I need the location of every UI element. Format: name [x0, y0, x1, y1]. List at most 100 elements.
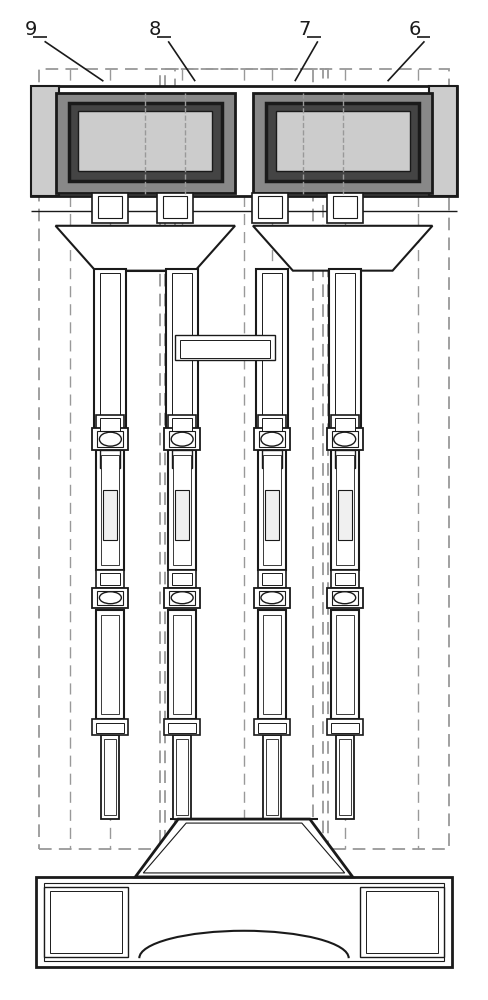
Text: 6: 6 [408, 20, 421, 39]
Bar [43, 883, 445, 961]
Bar [253, 93, 432, 193]
Bar [104, 739, 116, 815]
Ellipse shape [100, 432, 122, 446]
Ellipse shape [261, 432, 283, 446]
Bar [258, 610, 286, 719]
Bar [97, 723, 124, 733]
Ellipse shape [334, 432, 356, 446]
Bar [175, 490, 189, 540]
Bar [258, 570, 286, 588]
Bar [256, 269, 288, 428]
Bar [313, 69, 449, 849]
Bar [332, 591, 358, 605]
Bar [172, 418, 192, 433]
Bar [335, 573, 355, 585]
Bar [333, 196, 357, 218]
Bar [163, 196, 187, 218]
Bar [276, 111, 409, 171]
Bar [336, 615, 354, 714]
Bar [338, 490, 352, 540]
Bar [97, 570, 124, 588]
Bar [97, 450, 124, 570]
Bar [331, 723, 359, 733]
Bar [366, 891, 438, 953]
Bar [360, 887, 445, 957]
Bar [332, 431, 358, 447]
Bar [327, 428, 363, 450]
Bar [335, 450, 355, 468]
Bar [173, 615, 191, 714]
Polygon shape [143, 823, 345, 873]
Bar [165, 69, 328, 849]
Bar [169, 591, 195, 605]
Bar [101, 450, 121, 468]
Bar [258, 723, 286, 733]
Ellipse shape [171, 432, 193, 446]
Bar [157, 193, 193, 223]
Bar [160, 69, 323, 849]
Bar [262, 273, 282, 424]
Bar [331, 450, 359, 570]
Bar [258, 450, 286, 570]
Bar [101, 573, 121, 585]
Bar [39, 69, 175, 849]
Bar [254, 719, 290, 735]
Bar [92, 588, 128, 608]
Bar [180, 340, 270, 358]
Bar [262, 573, 282, 585]
Bar [266, 103, 420, 181]
Bar [173, 735, 191, 819]
Bar [168, 610, 196, 719]
Ellipse shape [334, 592, 356, 604]
Bar [169, 431, 195, 447]
Bar [102, 735, 120, 819]
Bar [259, 591, 285, 605]
Bar [254, 428, 290, 450]
Bar [259, 431, 285, 447]
Bar [172, 273, 192, 424]
Bar [94, 269, 126, 428]
Ellipse shape [100, 592, 122, 604]
Bar [262, 450, 282, 468]
Bar [263, 455, 281, 565]
Bar [331, 415, 359, 435]
Bar [50, 891, 122, 953]
Bar [331, 570, 359, 588]
Bar [101, 273, 121, 424]
Bar [175, 335, 275, 360]
Bar [327, 719, 363, 735]
Bar [31, 86, 59, 196]
Text: 9: 9 [24, 20, 37, 39]
Text: 8: 8 [149, 20, 162, 39]
Bar [92, 428, 128, 450]
Bar [36, 877, 452, 967]
Bar [99, 196, 122, 218]
Polygon shape [253, 226, 432, 271]
Bar [258, 415, 286, 435]
Bar [168, 450, 196, 570]
Bar [43, 887, 128, 957]
Bar [327, 193, 363, 223]
Bar [92, 193, 128, 223]
Bar [101, 418, 121, 433]
Ellipse shape [171, 592, 193, 604]
Bar [336, 735, 354, 819]
Bar [97, 610, 124, 719]
Bar [102, 455, 120, 565]
Bar [263, 615, 281, 714]
Bar [168, 415, 196, 435]
Bar [173, 455, 191, 565]
Polygon shape [56, 226, 235, 271]
Bar [336, 455, 354, 565]
Bar [265, 490, 279, 540]
Bar [164, 588, 200, 608]
Bar [92, 719, 128, 735]
Bar [429, 86, 457, 196]
Bar [266, 739, 278, 815]
Bar [164, 719, 200, 735]
Bar [164, 428, 200, 450]
Bar [97, 415, 124, 435]
Bar [172, 450, 192, 468]
Bar [327, 588, 363, 608]
Ellipse shape [261, 592, 283, 604]
